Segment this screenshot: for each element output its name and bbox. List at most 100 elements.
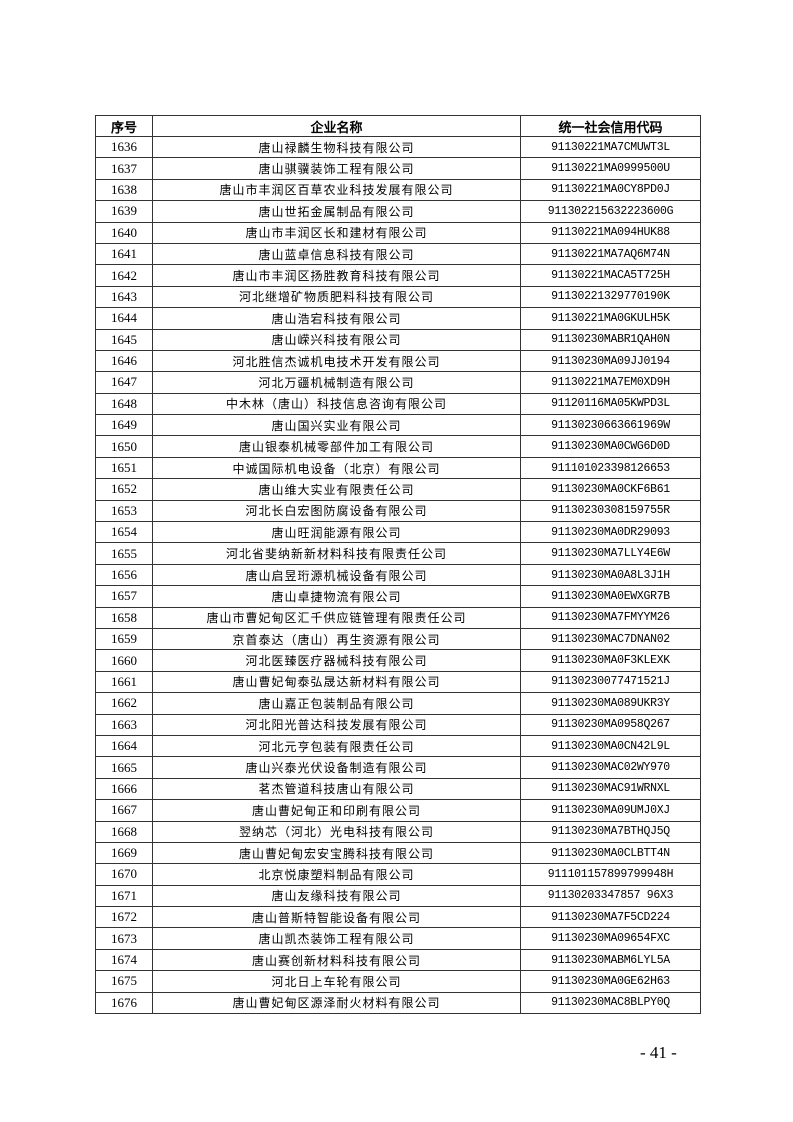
credit-code: 91130230MA7BTHQJ5Q	[520, 820, 701, 843]
row-index: 1651	[95, 456, 153, 480]
credit-code: 91130230MA0EWXGR7B	[520, 585, 701, 608]
row-index: 1639	[95, 200, 153, 223]
table-row: 1659 京首泰达（唐山）再生资源有限公司 91130230MAC7DNAN02	[95, 627, 701, 651]
credit-code: 91130230MAC8BLPY0Q	[520, 991, 701, 1015]
header-company-name: 企业名称	[152, 115, 521, 137]
credit-code: 91130230MA089UKR3Y	[520, 692, 701, 715]
row-index: 1641	[95, 242, 153, 266]
credit-code: 91130230MA0A8L3J1H	[520, 563, 701, 587]
row-index: 1655	[95, 542, 153, 565]
credit-code: 91130221MA094HUK88	[520, 221, 701, 244]
table-row: 1652 唐山维大实业有限责任公司 91130230MA0CKF6B61	[95, 478, 701, 501]
credit-code: 911101157899799948H	[520, 863, 701, 886]
table-row: 1641 唐山蓝卓信息科技有限公司 91130221MA7AQ6M74N	[95, 242, 701, 266]
table-row: 1650 唐山银泰机械零部件加工有限公司 91130230MA0CWG6D0D	[95, 435, 701, 458]
table-row: 1672 唐山普斯特智能设备有限公司 91130230MA7F5CD224	[95, 906, 701, 929]
company-name: 唐山市曹妃甸区汇千供应链管理有限责任公司	[152, 606, 521, 629]
company-name: 京首泰达（唐山）再生资源有限公司	[152, 627, 521, 651]
company-name: 河北万疆机械制造有限公司	[152, 371, 521, 394]
table-row: 1636 唐山禄麟生物科技有限公司 91130221MA7CMUWT3L	[95, 135, 701, 159]
company-name: 唐山曹妃甸区源泽耐火材料有限公司	[152, 991, 521, 1015]
table-row: 1665 唐山兴泰光伏设备制造有限公司 91130230MAC02WY970	[95, 756, 701, 779]
table-row: 1645 唐山嵘兴科技有限公司 91130230MABR1QAH0N	[95, 328, 701, 351]
credit-code: 91130230MABM6LYL5A	[520, 948, 701, 972]
row-index: 1664	[95, 734, 153, 758]
row-index: 1652	[95, 478, 153, 501]
credit-code: 91130230MABR1QAH0N	[520, 328, 701, 351]
row-index: 1674	[95, 948, 153, 972]
credit-code: 91130230MA7FMYYM26	[520, 606, 701, 629]
company-name: 唐山蓝卓信息科技有限公司	[152, 242, 521, 266]
company-name: 唐山兴泰光伏设备制造有限公司	[152, 756, 521, 779]
credit-code: 91130230MA09JJ0194	[520, 349, 701, 373]
company-name: 唐山国兴实业有限公司	[152, 414, 521, 437]
row-index: 1667	[95, 799, 153, 822]
credit-code: 91130221MA7EM0XD9H	[520, 371, 701, 394]
row-index: 1645	[95, 328, 153, 351]
credit-code: 91130221MA0CY8PD0J	[520, 178, 701, 202]
credit-code: 91130230MA0F3KLEXK	[520, 649, 701, 672]
company-name: 河北阳光普达科技发展有限公司	[152, 713, 521, 736]
row-index: 1638	[95, 178, 153, 202]
company-name: 茗杰管道科技唐山有限公司	[152, 777, 521, 801]
row-index: 1659	[95, 627, 153, 651]
company-name: 唐山嵘兴科技有限公司	[152, 328, 521, 351]
row-index: 1670	[95, 863, 153, 886]
header-credit-code: 统一社会信用代码	[520, 115, 701, 137]
table-row: 1671 唐山友缘科技有限公司 91130203347857 96X3	[95, 884, 701, 908]
company-name: 河北继增矿物质肥料科技有限公司	[152, 285, 521, 309]
row-index: 1656	[95, 563, 153, 587]
company-name: 唐山银泰机械零部件加工有限公司	[152, 435, 521, 458]
table-row: 1653 河北长白宏图防腐设备有限公司 91130230308159755R	[95, 499, 701, 523]
credit-code: 91130203347857 96X3	[520, 884, 701, 908]
credit-code: 91130230MA0CLBTT4N	[520, 841, 701, 865]
company-name: 唐山市丰润区百草农业科技发展有限公司	[152, 178, 521, 202]
credit-code: 91130230MAC02WY970	[520, 756, 701, 779]
credit-code: 91130230MA0GE62H63	[520, 970, 701, 993]
credit-code: 91130230MA0DR29093	[520, 521, 701, 544]
row-index: 1647	[95, 371, 153, 394]
table-row: 1666 茗杰管道科技唐山有限公司 91130230MAC91WRNXL	[95, 777, 701, 801]
table-body: 1636 唐山禄麟生物科技有限公司 91130221MA7CMUWT3L 1637 唐山…	[95, 135, 701, 1015]
row-index: 1676	[95, 991, 153, 1015]
row-index: 1657	[95, 585, 153, 608]
credit-code: 91130230MA0958Q267	[520, 713, 701, 736]
company-name: 北京悦康塑料制品有限公司	[152, 863, 521, 886]
table-row: 1655 河北省斐纳新新材料科技有限责任公司 91130230MA7LLY4E6W	[95, 542, 701, 565]
table-row: 1642 唐山市丰润区扬胜教育科技有限公司 91130221MACA5T725H	[95, 264, 701, 287]
row-index: 1653	[95, 499, 153, 523]
row-index: 1648	[95, 392, 153, 416]
row-index: 1640	[95, 221, 153, 244]
row-index: 1644	[95, 307, 153, 330]
company-name: 中诚国际机电设备（北京）有限公司	[152, 456, 521, 480]
credit-code: 91130221MA0GKULH5K	[520, 307, 701, 330]
company-name: 唐山市丰润区扬胜教育科技有限公司	[152, 264, 521, 287]
table-row: 1664 河北元亨包装有限责任公司 91130230MA0CN42L9L	[95, 734, 701, 758]
table-row: 1640 唐山市丰润区长和建材有限公司 91130221MA094HUK88	[95, 221, 701, 244]
credit-code: 91120116MA05KWPD3L	[520, 392, 701, 416]
row-index: 1654	[95, 521, 153, 544]
table-row: 1648 中木林（唐山）科技信息咨询有限公司 91120116MA05KWPD3L	[95, 392, 701, 416]
credit-code: 91130221MA7CMUWT3L	[520, 135, 701, 159]
row-index: 1665	[95, 756, 153, 779]
table-row: 1654 唐山旺润能源有限公司 91130230MA0DR29093	[95, 521, 701, 544]
table-row: 1661 唐山曹妃甸泰弘晟达新材料有限公司 91130230077471521J	[95, 670, 701, 694]
credit-code: 91130230077471521J	[520, 670, 701, 694]
row-index: 1662	[95, 692, 153, 715]
credit-code: 91130221MACA5T725H	[520, 264, 701, 287]
company-name: 唐山友缘科技有限公司	[152, 884, 521, 908]
row-index: 1669	[95, 841, 153, 865]
credit-code: 91130221MA7AQ6M74N	[520, 242, 701, 266]
table-row: 1667 唐山曹妃甸正和印刷有限公司 91130230MA09UMJ0XJ	[95, 799, 701, 822]
credit-code: 91130230MA7F5CD224	[520, 906, 701, 929]
company-name: 唐山市丰润区长和建材有限公司	[152, 221, 521, 244]
company-name: 唐山嘉正包装制品有限公司	[152, 692, 521, 715]
company-name: 唐山曹妃甸泰弘晟达新材料有限公司	[152, 670, 521, 694]
table-row: 1660 河北医臻医疗器械科技有限公司 91130230MA0F3KLEXK	[95, 649, 701, 672]
table-row: 1675 河北日上车轮有限公司 91130230MA0GE62H63	[95, 970, 701, 993]
company-name: 唐山维大实业有限责任公司	[152, 478, 521, 501]
enterprise-table: 序号 企业名称 统一社会信用代码 1636 唐山禄麟生物科技有限公司 9113022…	[95, 115, 701, 1015]
company-name: 唐山世拓金属制品有限公司	[152, 200, 521, 223]
credit-code: 91130230308159755R	[520, 499, 701, 523]
credit-code: 911101023398126653	[520, 456, 701, 480]
